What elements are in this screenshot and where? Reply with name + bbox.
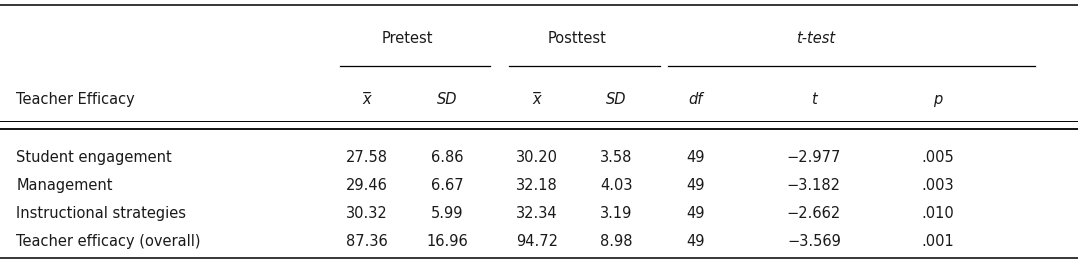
Text: Teacher Efficacy: Teacher Efficacy — [16, 92, 135, 108]
Text: −2.662: −2.662 — [787, 205, 841, 221]
Text: −2.977: −2.977 — [787, 150, 841, 165]
Text: t-test: t-test — [797, 31, 835, 46]
Text: 27.58: 27.58 — [346, 150, 387, 165]
Text: 49: 49 — [686, 150, 705, 165]
Text: 49: 49 — [686, 205, 705, 221]
Text: .003: .003 — [922, 178, 954, 193]
Text: −3.569: −3.569 — [787, 234, 841, 250]
Text: 4.03: 4.03 — [600, 178, 633, 193]
Text: −3.182: −3.182 — [787, 178, 841, 193]
Text: 8.98: 8.98 — [600, 234, 633, 250]
Text: SD: SD — [606, 92, 627, 108]
Text: Posttest: Posttest — [548, 31, 606, 46]
Text: Student engagement: Student engagement — [16, 150, 171, 165]
Text: 30.32: 30.32 — [346, 205, 387, 221]
Text: 6.86: 6.86 — [431, 150, 464, 165]
Text: p: p — [934, 92, 942, 108]
Text: 30.20: 30.20 — [516, 150, 557, 165]
Text: 16.96: 16.96 — [427, 234, 468, 250]
Text: 94.72: 94.72 — [516, 234, 557, 250]
Text: x̅: x̅ — [533, 92, 541, 108]
Text: x̅: x̅ — [362, 92, 371, 108]
Text: .010: .010 — [922, 205, 954, 221]
Text: 32.18: 32.18 — [516, 178, 557, 193]
Text: t: t — [811, 92, 817, 108]
Text: 32.34: 32.34 — [516, 205, 557, 221]
Text: 29.46: 29.46 — [346, 178, 387, 193]
Text: 3.58: 3.58 — [600, 150, 633, 165]
Text: 87.36: 87.36 — [346, 234, 387, 250]
Text: 49: 49 — [686, 178, 705, 193]
Text: Pretest: Pretest — [382, 31, 433, 46]
Text: df: df — [688, 92, 703, 108]
Text: SD: SD — [437, 92, 458, 108]
Text: Teacher efficacy (overall): Teacher efficacy (overall) — [16, 234, 201, 250]
Text: 6.67: 6.67 — [431, 178, 464, 193]
Text: Instructional strategies: Instructional strategies — [16, 205, 186, 221]
Text: 5.99: 5.99 — [431, 205, 464, 221]
Text: Management: Management — [16, 178, 113, 193]
Text: 3.19: 3.19 — [600, 205, 633, 221]
Text: 49: 49 — [686, 234, 705, 250]
Text: .005: .005 — [922, 150, 954, 165]
Text: .001: .001 — [922, 234, 954, 250]
